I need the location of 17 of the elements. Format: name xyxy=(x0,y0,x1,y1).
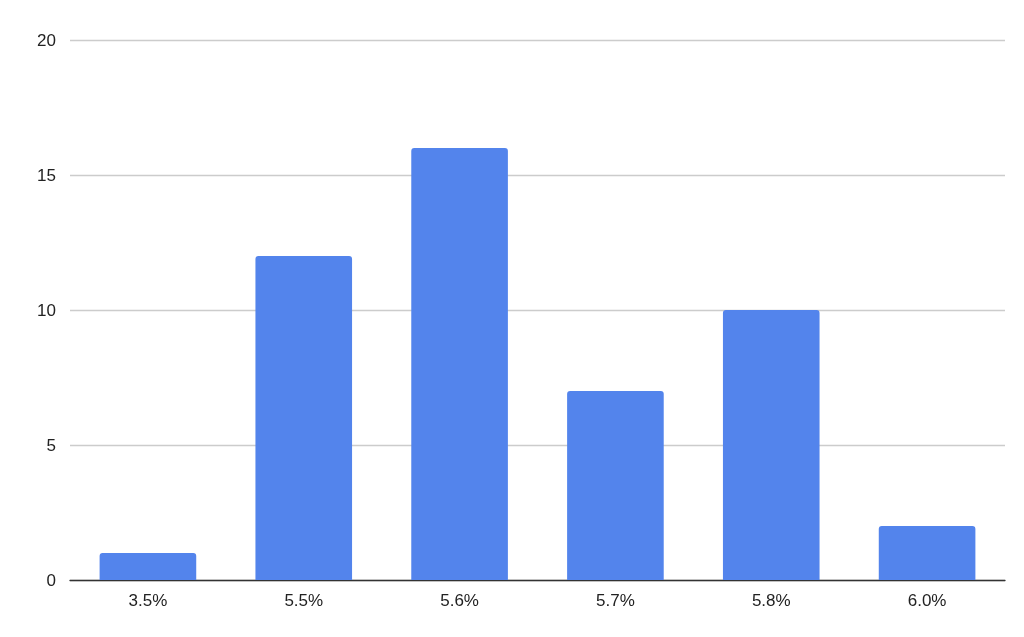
x-tick-label: 5.5% xyxy=(284,591,324,610)
bar xyxy=(878,526,976,580)
bar xyxy=(255,256,353,580)
y-tick-label: 5 xyxy=(46,435,56,455)
x-tick-label: 5.7% xyxy=(596,591,635,610)
bar xyxy=(99,553,197,580)
bar xyxy=(722,310,820,580)
x-tick-label: 3.5% xyxy=(128,591,168,610)
bar xyxy=(411,148,508,580)
y-tick-label: 0 xyxy=(46,570,56,590)
x-tick-label: 5.8% xyxy=(751,591,791,610)
y-tick-label: 10 xyxy=(37,300,56,320)
x-tick-label: 5.6% xyxy=(440,591,479,610)
y-tick-label: 15 xyxy=(37,165,56,185)
y-tick-label: 20 xyxy=(37,30,56,50)
bar xyxy=(567,391,664,580)
x-tick-label: 6.0% xyxy=(907,591,947,610)
